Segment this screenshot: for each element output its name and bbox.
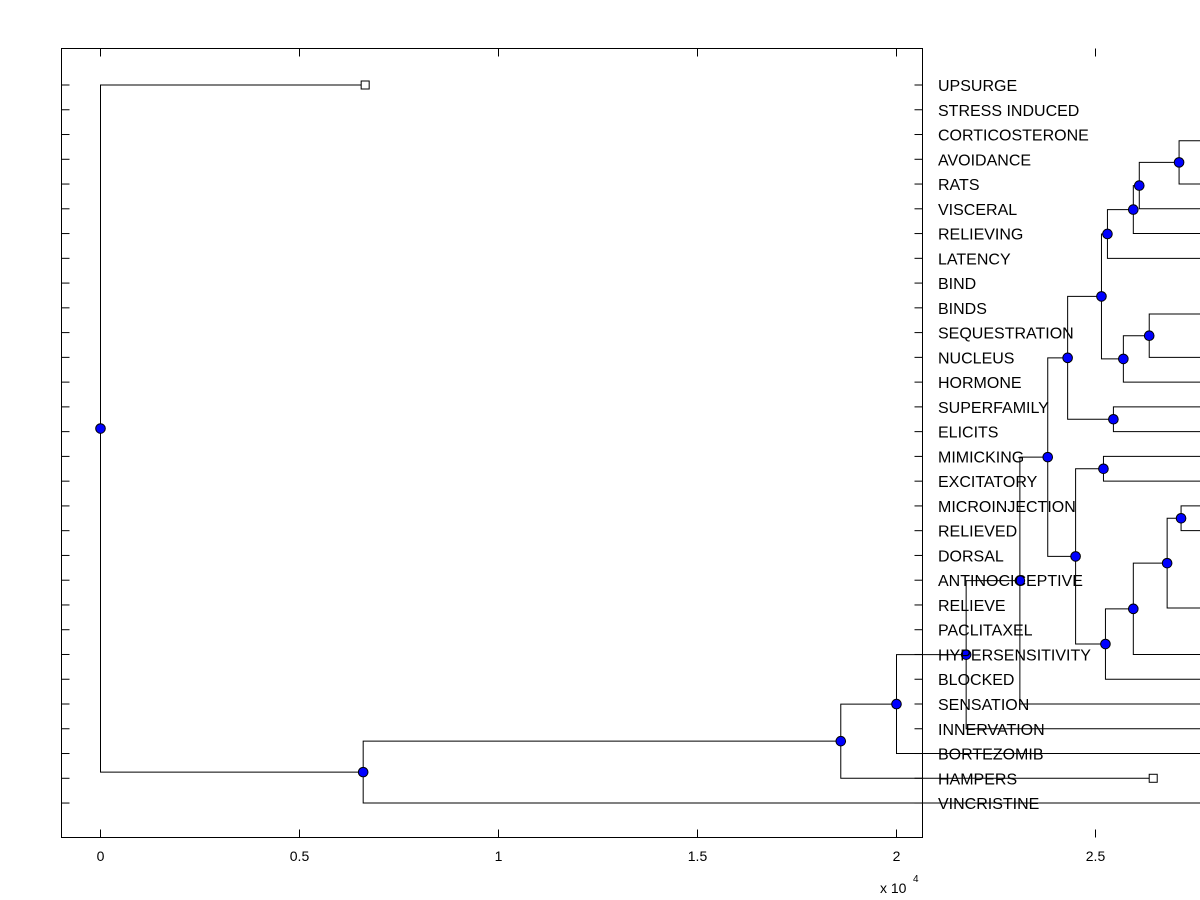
leaf-label: INNERVATION (938, 722, 1045, 739)
merge-node (960, 649, 972, 660)
leaf-label: AVOIDANCE (938, 152, 1031, 169)
leaf-label: ANTINOCICEPTIVE (938, 573, 1083, 590)
dendrogram-link (1122, 335, 1200, 383)
leaf-label: RELIEVING (938, 227, 1023, 244)
merge-nodes (95, 157, 1187, 778)
x-tick-label: 1.5 (688, 848, 708, 864)
leaf-label: RATS (938, 177, 979, 194)
leaf-label: BORTEZOMIB (938, 747, 1044, 764)
merge-node (1133, 180, 1145, 191)
leaf-label: HAMPERS (938, 771, 1017, 788)
leaf-label: CORTICOSTERONE (938, 128, 1089, 145)
leaf-label: BIND (938, 276, 976, 293)
leaf-label: DORSAL (938, 548, 1004, 565)
merge-node (1108, 413, 1119, 425)
x-tick-label: 0 (97, 848, 105, 864)
leaf-label: BLOCKED (938, 672, 1014, 689)
leaf-label: MIMICKING (938, 449, 1024, 466)
leaf-label: NUCLEUS (938, 350, 1014, 367)
leaf-labels: UPSURGE STRESS INDUCED CORTICOSTERONE AVOID… (938, 78, 1091, 813)
merge-node (1098, 463, 1109, 475)
dendrogram-link (1132, 185, 1200, 235)
leaf-label: RELIEVED (938, 524, 1017, 541)
x-axis-multiplier: x 10 (880, 880, 907, 896)
leaf-label: EXCITATORY (938, 474, 1038, 491)
leaf-label: UPSURGE (938, 78, 1017, 95)
merge-node (1014, 575, 1026, 586)
merge-node (1062, 352, 1073, 364)
leaf-label: SEQUESTRATION (938, 326, 1074, 343)
merge-node (357, 766, 369, 778)
leaf-label: SENSATION (938, 697, 1029, 714)
dendrogram-link (1138, 161, 1200, 210)
dendrogram-link (1104, 608, 1200, 680)
leaf-label: PACLITAXEL (938, 623, 1033, 640)
merge-node (1118, 353, 1129, 365)
dendrogram-link (1148, 313, 1200, 358)
merge-node (1070, 551, 1081, 562)
x-tick-label: 1 (495, 848, 503, 864)
right-axis-ticks (914, 84, 923, 804)
dendrogram-link (1102, 455, 1200, 482)
x-axis-ticks: 00.511.522.533.54 (97, 48, 1106, 864)
merge-node (1128, 204, 1139, 215)
leaf-label: LATENCY (938, 251, 1011, 268)
leaf-label: MICROINJECTION (938, 499, 1076, 516)
leaf-label: SUPERFAMILY (938, 400, 1049, 417)
leaf-markers (360, 80, 1158, 783)
leaf-label: VISCERAL (938, 202, 1017, 219)
merge-node (1042, 451, 1054, 463)
merge-node (835, 735, 847, 747)
leaf-label: STRESS INDUCED (938, 103, 1079, 120)
dendrogram-link (1067, 295, 1114, 420)
leaf-marker (1148, 773, 1158, 783)
x-axis-multiplier-exponent: 4 (913, 874, 919, 885)
x-tick-label: 2 (893, 848, 901, 864)
left-axis-ticks (61, 84, 70, 804)
merge-node (1173, 157, 1185, 168)
leaf-label: RELIEVE (938, 598, 1006, 615)
merge-node (1096, 291, 1107, 302)
merge-node (1100, 638, 1111, 650)
merge-node (1102, 228, 1113, 240)
merge-node (1143, 330, 1155, 341)
leaf-label: BINDS (938, 301, 987, 318)
merge-node (1175, 513, 1187, 524)
leaf-label: ELICITS (938, 425, 998, 442)
x-tick-label: 2.5 (1086, 848, 1106, 864)
merge-node (1128, 603, 1139, 615)
leaf-marker (360, 80, 370, 90)
dendrogram-link (1112, 406, 1200, 433)
leaf-label: VINCRISTINE (938, 796, 1039, 813)
leaf-label: HORMONE (938, 375, 1022, 392)
axes-frame (61, 48, 923, 838)
leaf-label: HYPERSENSITIVITY (938, 647, 1091, 664)
merge-node (891, 698, 902, 710)
merge-node (95, 423, 106, 434)
x-tick-label: 0.5 (290, 848, 310, 864)
merge-node (1161, 557, 1173, 569)
